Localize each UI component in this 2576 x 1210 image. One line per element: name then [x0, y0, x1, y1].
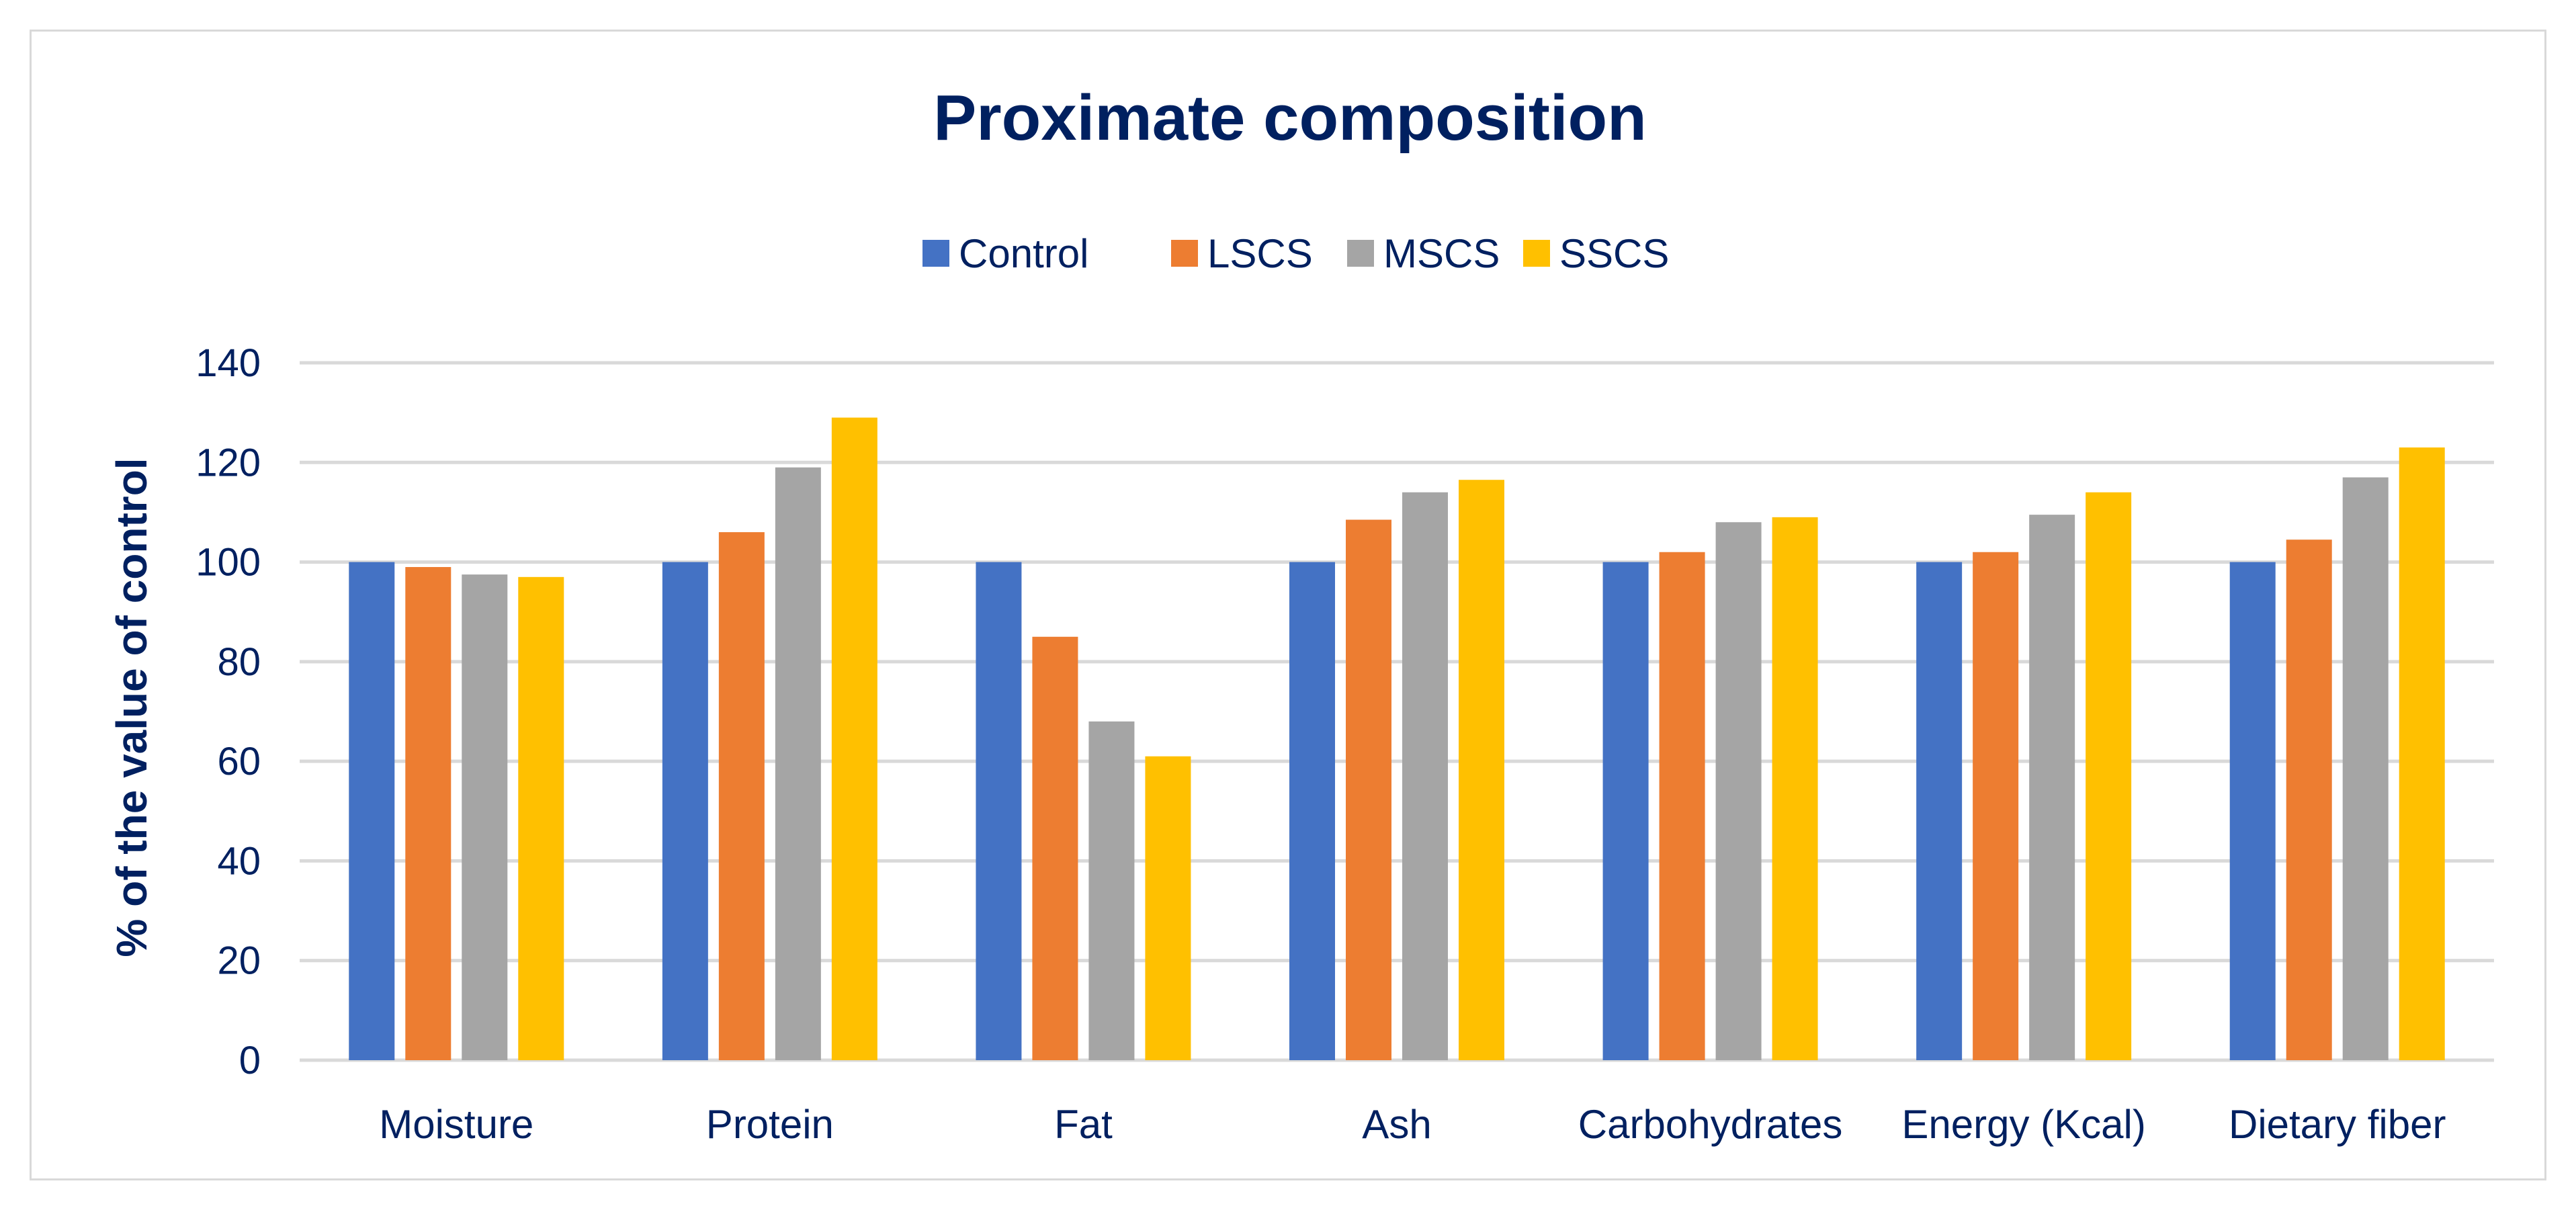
y-tick-label-120: 120 — [196, 441, 261, 484]
bar-moisture-mscs — [462, 574, 508, 1060]
bar-carbohydrates-mscs — [1715, 522, 1762, 1060]
legend-swatch-mscs — [1347, 240, 1374, 267]
bar-ash-lscs — [1346, 519, 1391, 1060]
x-tick-label-dietary-fiber: Dietary fiber — [2229, 1102, 2446, 1147]
legend-label-sscs: SSCS — [1559, 231, 1669, 276]
bar-carbohydrates-control — [1602, 562, 1649, 1060]
y-tick-label-80: 80 — [217, 640, 261, 684]
bar-fat-control — [976, 562, 1022, 1060]
y-tick-label-20: 20 — [217, 939, 261, 983]
y-tick-label-40: 40 — [217, 839, 261, 883]
bars — [349, 417, 2445, 1060]
bar-protein-lscs — [718, 532, 765, 1060]
bar-moisture-control — [349, 562, 395, 1060]
legend-label-control: Control — [959, 231, 1088, 276]
y-tick-label-100: 100 — [196, 541, 261, 585]
bar-energy-kcal-mscs — [2029, 515, 2075, 1060]
bar-fat-lscs — [1032, 636, 1078, 1060]
bar-protein-sscs — [831, 417, 877, 1060]
y-tick-label-0: 0 — [239, 1039, 261, 1082]
bar-dietary-fiber-sscs — [2399, 447, 2445, 1060]
legend-swatch-lscs — [1171, 240, 1198, 267]
y-tick-label-60: 60 — [217, 740, 261, 783]
x-tick-label-carbohydrates: Carbohydrates — [1578, 1102, 1843, 1147]
bar-dietary-fiber-mscs — [2342, 477, 2389, 1060]
x-tick-label-ash: Ash — [1362, 1102, 1431, 1147]
bar-ash-mscs — [1402, 492, 1448, 1060]
bar-dietary-fiber-lscs — [2286, 539, 2332, 1060]
legend-swatch-sscs — [1523, 240, 1550, 267]
x-axis-tick-labels: Moisture Protein Fat Ash Carbohydrates Energy… — [379, 1102, 2446, 1147]
legend-label-lscs: LSCS — [1207, 231, 1313, 276]
x-tick-label-fat: Fat — [1054, 1102, 1113, 1147]
bar-ash-sscs — [1459, 480, 1504, 1060]
bar-moisture-lscs — [405, 566, 452, 1060]
bar-carbohydrates-lscs — [1659, 552, 1705, 1060]
bar-fat-mscs — [1088, 721, 1135, 1060]
chart-title: Proximate composition — [933, 82, 1647, 154]
legend: Control LSCS MSCS SSCS — [922, 231, 1669, 276]
bar-energy-kcal-lscs — [1973, 552, 2019, 1060]
y-axis-tick-labels: 0 20 40 60 80 100 120 140 — [196, 341, 261, 1082]
bar-moisture-sscs — [518, 576, 564, 1060]
bar-dietary-fiber-control — [2229, 562, 2276, 1060]
x-tick-label-protein: Protein — [706, 1102, 834, 1147]
gridlines — [300, 361, 2494, 1062]
bar-fat-sscs — [1145, 756, 1191, 1060]
x-tick-label-energy-kcal: Energy (Kcal) — [1901, 1102, 2145, 1147]
legend-label-mscs: MSCS — [1383, 231, 1500, 276]
bar-energy-kcal-sscs — [2086, 492, 2132, 1060]
bar-protein-mscs — [775, 467, 821, 1060]
bar-energy-kcal-control — [1916, 562, 1963, 1060]
legend-swatch-control — [922, 240, 949, 267]
bar-protein-control — [662, 562, 708, 1060]
x-tick-label-moisture: Moisture — [379, 1102, 533, 1147]
bar-ash-control — [1289, 562, 1335, 1060]
y-axis-label: % of the value of control — [108, 458, 156, 957]
bar-carbohydrates-sscs — [1772, 517, 1818, 1060]
y-tick-label-140: 140 — [196, 341, 261, 385]
